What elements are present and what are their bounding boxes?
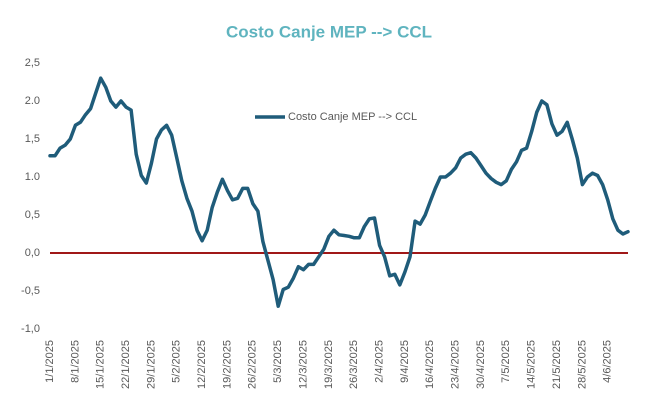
data-line <box>48 76 630 308</box>
x-tick-label: 16/4/2025 <box>424 340 436 389</box>
x-tick-label: 7/5/2025 <box>500 340 512 383</box>
x-tick-label: 12/2/2025 <box>196 340 208 389</box>
x-tick-label: 22/1/2025 <box>120 340 132 389</box>
x-tick-label: 28/5/2025 <box>576 340 588 389</box>
x-tick-label: 12/3/2025 <box>297 340 309 389</box>
x-tick-label: 9/4/2025 <box>399 340 411 383</box>
x-tick-label: 19/3/2025 <box>323 340 335 389</box>
x-tick-label: 5/2/2025 <box>171 340 183 383</box>
y-tick-label: 0,5 <box>25 209 40 221</box>
x-tick-label: 4/6/2025 <box>602 340 614 383</box>
x-tick-label: 26/2/2025 <box>247 340 259 389</box>
x-tick-label: 14/5/2025 <box>526 340 538 389</box>
x-tick-label: 5/3/2025 <box>272 340 284 383</box>
x-tick-label: 15/1/2025 <box>95 340 107 389</box>
y-tick-label: 1,5 <box>25 133 40 145</box>
x-tick-label: 8/1/2025 <box>69 340 81 383</box>
y-tick-label: -0,5 <box>21 285 40 297</box>
x-tick-label: 29/1/2025 <box>145 340 157 389</box>
y-tick-label: -1,0 <box>21 323 40 335</box>
x-tick-label: 21/5/2025 <box>551 340 563 389</box>
x-tick-label: 30/4/2025 <box>475 340 487 389</box>
x-tick-label: 26/3/2025 <box>348 340 360 389</box>
legend-label: Costo Canje MEP --> CCL <box>288 111 417 123</box>
x-tick-label: 1/1/2025 <box>44 340 56 383</box>
x-tick-label: 23/4/2025 <box>450 340 462 389</box>
chart-title: Costo Canje MEP --> CCL <box>226 22 432 41</box>
y-tick-label: 2,5 <box>25 57 40 69</box>
y-tick-label: 1.0 <box>25 171 40 183</box>
y-tick-label: 2.0 <box>25 95 40 107</box>
x-tick-label: 2/4/2025 <box>373 340 385 383</box>
y-tick-label: 0,0 <box>25 247 40 259</box>
x-tick-label: 19/2/2025 <box>221 340 233 389</box>
